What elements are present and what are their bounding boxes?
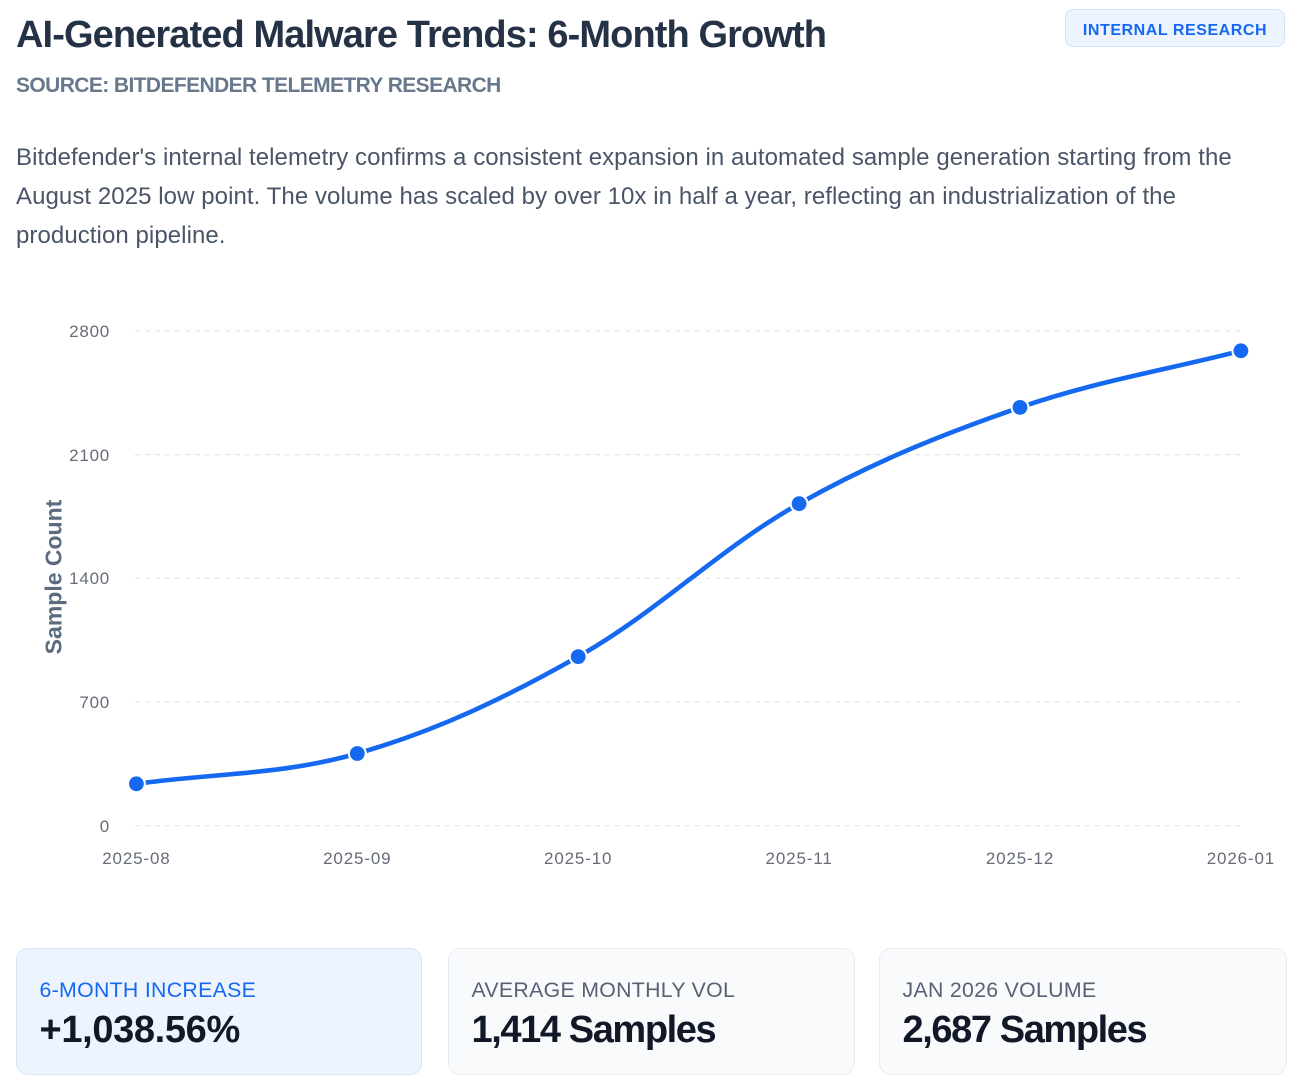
svg-text:2025-08: 2025-08 [102,849,170,868]
svg-text:2025-09: 2025-09 [323,849,391,868]
svg-text:2025-12: 2025-12 [986,849,1054,868]
svg-text:2025-10: 2025-10 [544,849,612,868]
svg-text:0: 0 [100,817,110,836]
svg-text:2025-11: 2025-11 [766,849,833,868]
svg-text:2100: 2100 [69,446,110,465]
svg-text:Sample Count: Sample Count [41,499,67,654]
svg-text:2800: 2800 [69,322,110,341]
svg-text:700: 700 [79,693,110,712]
svg-text:2026-01: 2026-01 [1207,849,1275,868]
svg-text:1400: 1400 [69,569,110,588]
